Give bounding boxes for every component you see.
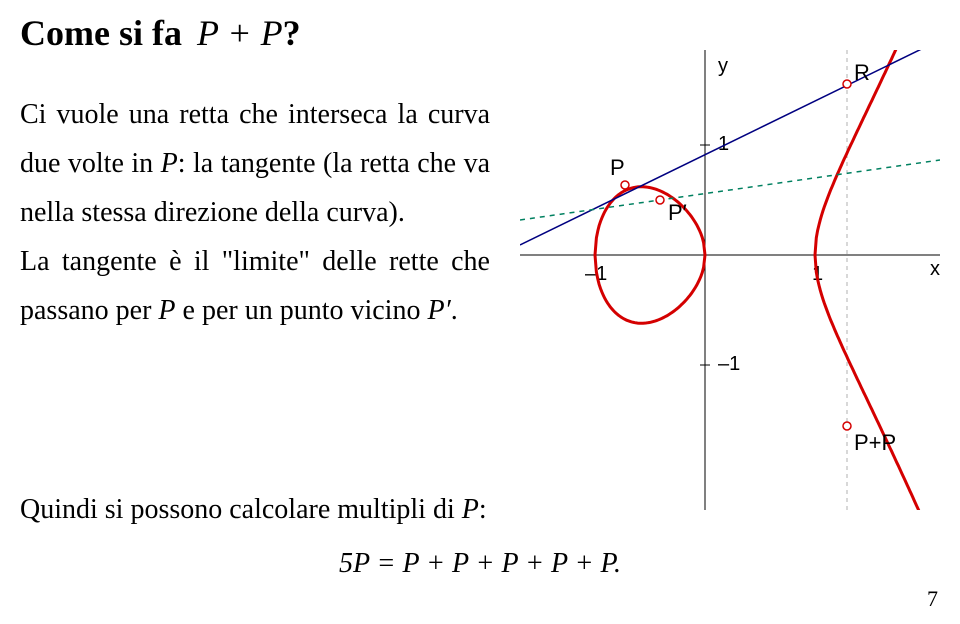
formula: 5P = P + P + P + P + P. xyxy=(0,548,960,580)
page-title: Come si fa P + P? xyxy=(20,12,301,54)
svg-text:R: R xyxy=(854,60,870,85)
svg-text:x: x xyxy=(930,258,940,280)
p2-Pprime: P′ xyxy=(427,295,450,326)
p2-tail: . xyxy=(451,295,458,326)
svg-text:P: P xyxy=(610,155,625,180)
page-number: 7 xyxy=(927,586,938,612)
elliptic-curve-figure: –111–1xyPP′RP+P xyxy=(520,50,940,510)
title-tail: ? xyxy=(283,13,301,53)
concl-pre: Quindi si possono calcolare multipli di xyxy=(20,494,462,525)
title-math: P + P xyxy=(197,13,283,53)
p2-mid: e per un punto vicino xyxy=(176,295,428,326)
svg-text:y: y xyxy=(718,55,728,77)
p1-P: P xyxy=(161,148,178,179)
body-paragraphs: Ci vuole una retta che interseca la curv… xyxy=(20,90,490,335)
concl-P: P xyxy=(462,494,479,525)
conclusion-line: Quindi si possono calcolare multipli di … xyxy=(20,494,487,526)
svg-text:P+P: P+P xyxy=(854,430,896,455)
svg-text:–1: –1 xyxy=(718,353,740,375)
p2-P: P xyxy=(158,295,175,326)
concl-tail: : xyxy=(479,494,487,525)
title-prefix: Come si fa xyxy=(20,13,182,53)
svg-text:P′: P′ xyxy=(668,200,687,225)
